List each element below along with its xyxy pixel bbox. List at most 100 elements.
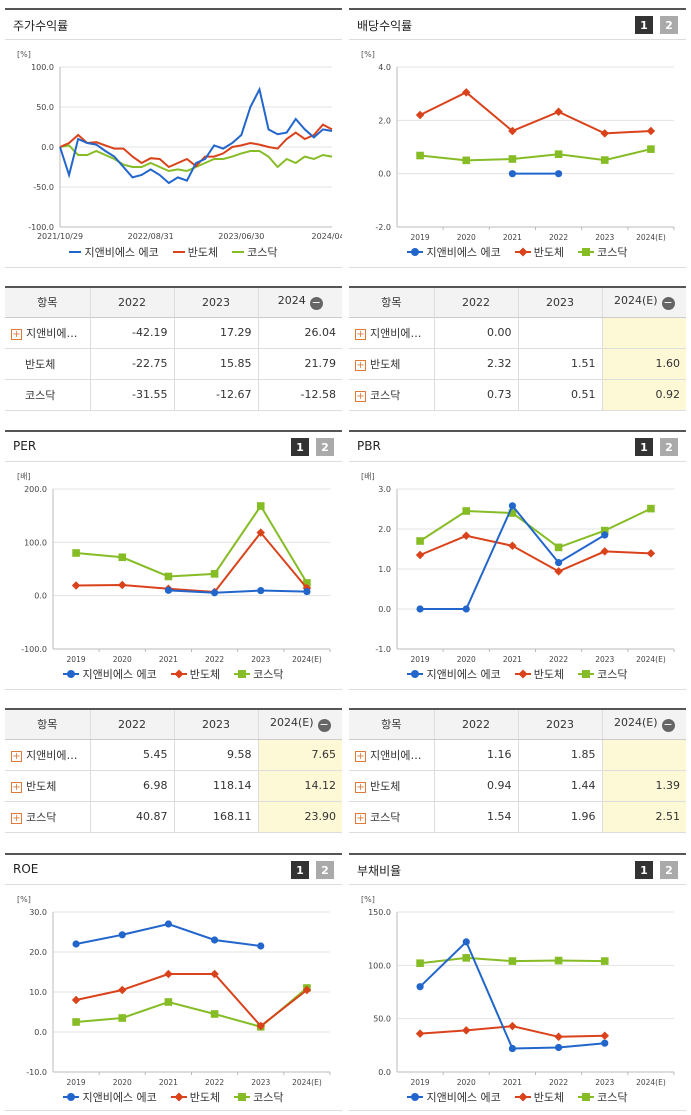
expand-icon[interactable]: + [11, 812, 22, 824]
data-point-market[interactable] [416, 537, 424, 545]
collapse-icon[interactable]: − [661, 296, 675, 311]
page-2-button[interactable]: 2 [660, 16, 678, 34]
data-point-market[interactable] [647, 145, 655, 153]
data-point-sector[interactable] [462, 531, 471, 541]
data-point-sector[interactable] [415, 550, 425, 560]
data-point-sector[interactable] [554, 567, 563, 576]
data-point-market[interactable] [210, 1010, 219, 1018]
data-point-sector[interactable] [508, 541, 517, 551]
data-point-sector[interactable] [646, 549, 656, 558]
data-point-sector[interactable] [462, 88, 471, 97]
expand-icon[interactable]: + [355, 390, 366, 402]
data-point-company[interactable] [462, 938, 470, 946]
data-point-company[interactable] [416, 983, 424, 991]
data-point-market[interactable] [554, 543, 563, 552]
data-point-company[interactable] [72, 940, 80, 948]
data-point-company[interactable] [554, 170, 563, 178]
data-point-market[interactable] [554, 150, 563, 158]
data-point-market[interactable] [600, 526, 609, 535]
expand-icon[interactable]: + [11, 328, 22, 340]
expand-icon[interactable]: + [355, 359, 366, 371]
data-point-sector[interactable] [508, 126, 517, 136]
expand-icon[interactable]: + [355, 750, 366, 762]
data-point-sector[interactable] [415, 1029, 425, 1038]
data-point-market[interactable] [164, 998, 173, 1006]
data-point-sector[interactable] [118, 580, 127, 590]
data-point-company[interactable] [601, 531, 609, 539]
expand-icon[interactable]: + [11, 781, 22, 793]
row-label[interactable]: + 코스닥 [5, 801, 90, 833]
data-point-market[interactable] [508, 155, 517, 163]
data-point-market[interactable] [647, 504, 655, 513]
data-point-sector[interactable] [118, 985, 127, 995]
data-point-market[interactable] [554, 956, 563, 965]
data-point-company[interactable] [601, 1039, 609, 1047]
row-label[interactable]: + 반도체 [5, 770, 90, 802]
row-label[interactable]: + 코스닥 [349, 379, 434, 411]
data-point-company[interactable] [508, 1044, 517, 1053]
data-point-sector[interactable] [508, 1021, 517, 1031]
data-point-market[interactable] [210, 570, 219, 578]
expand-icon[interactable]: + [355, 781, 366, 793]
data-point-company[interactable] [118, 931, 126, 939]
data-point-sector[interactable] [256, 528, 265, 537]
data-point-sector[interactable] [600, 129, 609, 138]
data-point-sector[interactable] [554, 107, 563, 117]
data-point-sector[interactable] [256, 1021, 265, 1031]
data-point-market[interactable] [256, 502, 265, 510]
row-label[interactable]: + 지앤비에… [5, 739, 90, 771]
collapse-icon[interactable]: − [309, 296, 323, 311]
page-1-button[interactable]: 1 [635, 16, 653, 34]
page-2-button[interactable]: 2 [660, 438, 678, 456]
row-label[interactable]: + 반도체 [349, 770, 434, 802]
row-label[interactable]: + 코스닥 [349, 801, 434, 833]
data-point-company[interactable] [554, 1043, 563, 1052]
data-point-sector[interactable] [646, 126, 656, 136]
data-point-sector[interactable] [462, 1026, 471, 1035]
data-point-sector[interactable] [600, 1031, 609, 1040]
data-point-market[interactable] [416, 151, 424, 160]
page-1-button[interactable]: 1 [291, 438, 309, 456]
data-point-company[interactable] [164, 920, 173, 928]
row-label[interactable]: + 지앤비에… [5, 317, 90, 349]
data-point-market[interactable] [118, 1014, 127, 1022]
page-1-button[interactable]: 1 [635, 861, 653, 879]
data-point-company[interactable] [508, 170, 517, 178]
data-point-market[interactable] [600, 156, 609, 164]
data-point-sector[interactable] [164, 969, 173, 979]
row-label[interactable]: + 반도체 [349, 348, 434, 380]
data-point-sector[interactable] [554, 1032, 563, 1042]
data-point-market[interactable] [164, 572, 173, 581]
page-2-button[interactable]: 2 [316, 438, 334, 456]
page-1-button[interactable]: 1 [635, 438, 653, 456]
data-point-market[interactable] [462, 156, 471, 165]
data-point-company[interactable] [210, 936, 219, 944]
data-point-market[interactable] [600, 957, 609, 965]
data-point-market[interactable] [72, 1018, 80, 1026]
data-point-company[interactable] [508, 502, 517, 510]
expand-icon[interactable]: + [11, 750, 22, 762]
data-point-company[interactable] [210, 589, 219, 597]
data-point-company[interactable] [303, 587, 311, 596]
row-label[interactable]: + 지앤비에… [349, 317, 434, 349]
data-point-market[interactable] [303, 579, 311, 587]
collapse-icon[interactable]: − [317, 718, 331, 733]
data-point-sector[interactable] [302, 985, 312, 995]
data-point-market[interactable] [508, 509, 517, 517]
data-point-company[interactable] [416, 605, 424, 613]
data-point-sector[interactable] [71, 995, 81, 1005]
expand-icon[interactable]: + [355, 328, 366, 340]
data-point-company[interactable] [554, 559, 563, 567]
data-point-company[interactable] [462, 605, 470, 613]
data-point-sector[interactable] [71, 581, 81, 590]
collapse-icon[interactable]: − [661, 718, 675, 733]
data-point-company[interactable] [257, 586, 265, 595]
page-2-button[interactable]: 2 [316, 861, 334, 879]
page-1-button[interactable]: 1 [291, 861, 309, 879]
expand-icon[interactable]: + [355, 812, 366, 824]
data-point-market[interactable] [508, 957, 517, 965]
page-2-button[interactable]: 2 [660, 861, 678, 879]
data-point-sector[interactable] [600, 547, 609, 556]
data-point-market[interactable] [416, 959, 424, 967]
data-point-company[interactable] [257, 942, 265, 950]
